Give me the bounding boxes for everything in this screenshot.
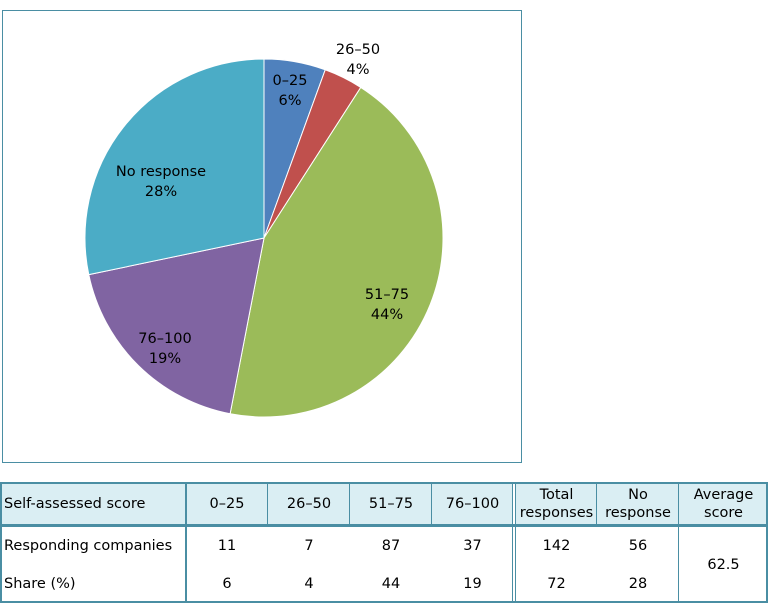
- header-no-response: No response: [597, 482, 679, 525]
- table-divider: [515, 482, 516, 603]
- header-gap: [513, 482, 516, 525]
- header-total-responses: Total responses: [516, 482, 597, 525]
- slice-percent-label: 44%: [371, 307, 403, 323]
- slice-percent-label: 4%: [346, 62, 369, 78]
- header-total-line1: Total: [539, 486, 574, 503]
- row-label: Responding companies: [4, 538, 173, 554]
- table-border-right: [766, 482, 768, 603]
- table-divider: [512, 482, 513, 603]
- pie-slice: [84, 58, 265, 276]
- slice-percent-label: 6%: [278, 93, 301, 109]
- table-border-top: [0, 482, 768, 484]
- header-noresp-line1: No: [628, 486, 648, 503]
- header-score-col: 26–50: [268, 482, 350, 525]
- table-cell-total: 72: [547, 576, 566, 592]
- header-score-col: 76–100: [432, 482, 513, 525]
- table-divider: [678, 482, 679, 603]
- table-cell-noresp: 56: [628, 538, 648, 554]
- slice-label: 51–75: [365, 287, 409, 303]
- slice-label: 26–50: [336, 42, 380, 58]
- header-total-line2: responses: [519, 504, 594, 521]
- table-divider: [596, 482, 597, 527]
- slice-percent-label: 28%: [145, 184, 177, 200]
- header-score-col: 0–25: [186, 482, 268, 525]
- table-cell: 4: [304, 576, 314, 592]
- table-cell: 6: [222, 576, 232, 592]
- table-divider: [349, 482, 350, 527]
- header-average-score: Average score: [679, 482, 768, 525]
- header-avg-line1: Average: [693, 486, 754, 503]
- row-label: Share (%): [4, 576, 76, 592]
- header-avg-line2: score: [704, 504, 743, 521]
- pie-slice: [88, 237, 265, 415]
- table-cell: 44: [381, 576, 401, 592]
- header-noresp-line2: response: [605, 504, 671, 521]
- table-border-bottom: [0, 601, 768, 603]
- header-score-col: 51–75: [350, 482, 432, 525]
- table-cell: 87: [381, 538, 401, 554]
- table-divider: [267, 482, 268, 527]
- slice-percent-label: 19%: [149, 351, 181, 367]
- chart-area: 0–25 6% 26–50 4% 51–75 44% 76–100 19% No respons…: [2, 10, 522, 463]
- pie-slice: [229, 86, 444, 418]
- pie-chart: 0–25 6% 26–50 4% 51–75 44% 76–100 19% No respons…: [84, 42, 444, 418]
- slice-label: 76–100: [138, 331, 191, 347]
- slice-label: No response: [116, 164, 206, 180]
- header-self-assessed-score: Self-assessed score: [0, 482, 186, 525]
- table-border-header: [0, 524, 768, 527]
- table-cell: 7: [304, 538, 314, 554]
- slice-label: 0–25: [273, 73, 308, 89]
- data-table: Self-assessed score 0–25 26–50 51–75 76–…: [0, 482, 768, 603]
- table-cell-noresp: 28: [628, 576, 648, 592]
- table-cell-average: 62.5: [707, 557, 740, 573]
- table-cell: 11: [217, 538, 237, 554]
- table-divider: [185, 482, 187, 603]
- table-cell: 19: [463, 576, 482, 592]
- table-border-left: [0, 482, 2, 603]
- table-divider: [431, 482, 432, 527]
- table-cell-total: 142: [542, 538, 571, 554]
- table-cell: 37: [463, 538, 482, 554]
